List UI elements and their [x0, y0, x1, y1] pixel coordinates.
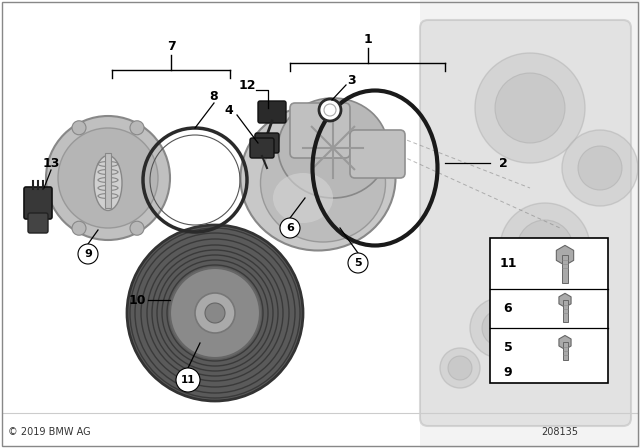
Ellipse shape	[260, 124, 385, 242]
Circle shape	[324, 104, 336, 116]
Circle shape	[475, 53, 585, 163]
Ellipse shape	[273, 173, 333, 223]
Circle shape	[72, 121, 86, 135]
Text: © 2019 BMW AG: © 2019 BMW AG	[8, 427, 91, 437]
Circle shape	[130, 121, 144, 135]
Circle shape	[319, 99, 341, 121]
Circle shape	[470, 298, 530, 358]
Polygon shape	[559, 293, 571, 307]
Text: 208135: 208135	[541, 427, 579, 437]
Circle shape	[170, 268, 260, 358]
FancyBboxPatch shape	[250, 138, 274, 158]
FancyBboxPatch shape	[28, 213, 48, 233]
Circle shape	[127, 225, 303, 401]
Circle shape	[482, 310, 518, 346]
Ellipse shape	[94, 155, 122, 211]
Text: 12: 12	[238, 78, 256, 91]
Text: 11: 11	[180, 375, 195, 385]
Circle shape	[348, 253, 368, 273]
Circle shape	[555, 323, 605, 373]
Text: 6: 6	[286, 223, 294, 233]
Circle shape	[130, 221, 144, 235]
Polygon shape	[559, 336, 571, 349]
Text: 6: 6	[504, 302, 512, 315]
Circle shape	[195, 293, 235, 333]
Circle shape	[280, 218, 300, 238]
Circle shape	[440, 348, 480, 388]
Text: 10: 10	[128, 293, 146, 306]
Polygon shape	[420, 0, 640, 448]
Text: 9: 9	[504, 366, 512, 379]
Text: 5: 5	[504, 341, 513, 354]
Polygon shape	[556, 246, 573, 265]
Circle shape	[517, 220, 573, 276]
Ellipse shape	[278, 98, 388, 198]
Text: 4: 4	[225, 103, 234, 116]
Bar	[563, 300, 568, 322]
Circle shape	[578, 146, 622, 190]
Text: 3: 3	[348, 73, 356, 86]
Circle shape	[495, 73, 565, 143]
Bar	[562, 255, 568, 284]
Circle shape	[176, 368, 200, 392]
FancyBboxPatch shape	[255, 133, 279, 153]
FancyBboxPatch shape	[350, 130, 405, 178]
Circle shape	[562, 130, 638, 206]
Ellipse shape	[241, 105, 396, 250]
FancyBboxPatch shape	[290, 103, 350, 158]
Circle shape	[500, 203, 590, 293]
Bar	[490, 238, 608, 383]
Text: 9: 9	[84, 249, 92, 259]
Text: 5: 5	[354, 258, 362, 268]
Text: 1: 1	[364, 33, 372, 46]
Circle shape	[72, 221, 86, 235]
Circle shape	[205, 303, 225, 323]
FancyBboxPatch shape	[24, 187, 52, 219]
Text: 13: 13	[42, 156, 60, 169]
Text: 2: 2	[499, 156, 508, 169]
Text: 7: 7	[166, 39, 175, 52]
Circle shape	[58, 128, 158, 228]
Bar	[563, 342, 568, 361]
Circle shape	[78, 244, 98, 264]
Text: 11: 11	[499, 257, 516, 270]
Bar	[105, 153, 111, 208]
Circle shape	[46, 116, 170, 240]
FancyBboxPatch shape	[420, 20, 631, 426]
FancyBboxPatch shape	[258, 101, 286, 123]
Circle shape	[448, 356, 472, 380]
Circle shape	[565, 333, 595, 363]
Text: 8: 8	[210, 90, 218, 103]
